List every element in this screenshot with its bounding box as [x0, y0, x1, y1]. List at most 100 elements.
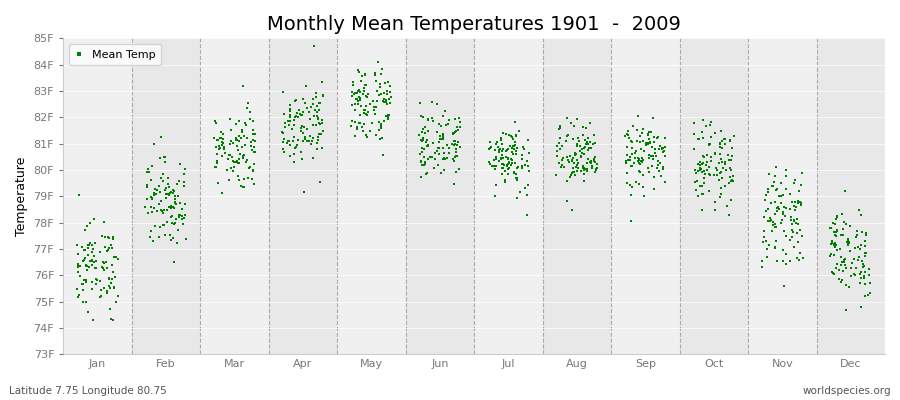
Mean Temp	[579, 125, 593, 132]
Mean Temp	[312, 107, 327, 113]
Mean Temp	[287, 98, 302, 104]
Mean Temp	[224, 138, 238, 144]
Mean Temp	[622, 135, 636, 142]
Mean Temp	[787, 244, 801, 250]
Mean Temp	[766, 222, 780, 228]
Mean Temp	[587, 156, 601, 162]
Mean Temp	[176, 170, 191, 177]
Mean Temp	[693, 183, 707, 190]
Mean Temp	[636, 148, 651, 154]
Mean Temp	[416, 135, 430, 141]
Mean Temp	[500, 154, 514, 160]
Mean Temp	[77, 254, 92, 261]
Mean Temp	[162, 204, 176, 210]
Mean Temp	[450, 124, 464, 130]
Mean Temp	[312, 100, 327, 106]
Mean Temp	[302, 108, 316, 115]
Mean Temp	[295, 123, 310, 129]
Mean Temp	[726, 133, 741, 140]
Mean Temp	[688, 170, 703, 176]
Mean Temp	[87, 265, 102, 271]
Mean Temp	[175, 213, 189, 219]
Mean Temp	[777, 282, 791, 289]
Mean Temp	[776, 258, 790, 264]
Mean Temp	[89, 275, 104, 282]
Mean Temp	[237, 184, 251, 190]
Mean Temp	[248, 131, 262, 137]
Mean Temp	[509, 177, 524, 183]
Mean Temp	[451, 138, 465, 145]
Mean Temp	[436, 136, 450, 142]
Mean Temp	[229, 134, 243, 141]
Mean Temp	[494, 156, 508, 162]
Mean Temp	[292, 106, 306, 113]
Mean Temp	[232, 156, 247, 162]
Mean Temp	[623, 156, 637, 163]
Mean Temp	[372, 92, 386, 98]
Mean Temp	[439, 155, 454, 161]
Mean Temp	[565, 136, 580, 142]
Mean Temp	[76, 286, 90, 293]
Mean Temp	[521, 150, 535, 157]
Mean Temp	[424, 99, 438, 105]
Mean Temp	[350, 96, 365, 102]
Mean Temp	[214, 190, 229, 196]
Mean Temp	[552, 140, 566, 146]
Mean Temp	[286, 159, 301, 166]
Mean Temp	[635, 126, 650, 132]
Mean Temp	[625, 184, 639, 190]
Mean Temp	[770, 205, 785, 211]
Mean Temp	[142, 169, 157, 175]
Mean Temp	[714, 169, 728, 175]
Mean Temp	[774, 180, 788, 186]
Mean Temp	[227, 164, 241, 170]
Mean Temp	[446, 156, 460, 162]
Mean Temp	[95, 259, 110, 266]
Mean Temp	[571, 142, 585, 149]
Mean Temp	[230, 158, 244, 164]
Mean Temp	[657, 135, 671, 141]
Mean Temp	[553, 126, 567, 132]
Mean Temp	[634, 130, 649, 136]
Mean Temp	[412, 132, 427, 138]
Mean Temp	[769, 199, 783, 205]
Mean Temp	[346, 79, 360, 85]
Mean Temp	[509, 175, 524, 182]
Mean Temp	[359, 93, 374, 100]
Mean Temp	[217, 146, 231, 152]
Mean Temp	[521, 163, 535, 169]
Mean Temp	[843, 222, 858, 229]
Mean Temp	[632, 159, 646, 166]
Bar	[680, 38, 748, 354]
Mean Temp	[500, 163, 514, 169]
Mean Temp	[436, 155, 451, 162]
Mean Temp	[690, 178, 705, 184]
Mean Temp	[566, 169, 580, 176]
Mean Temp	[299, 83, 313, 90]
Mean Temp	[497, 162, 511, 168]
Mean Temp	[492, 148, 507, 155]
Mean Temp	[840, 239, 854, 246]
Mean Temp	[231, 160, 246, 166]
Mean Temp	[836, 256, 850, 263]
Mean Temp	[308, 107, 322, 113]
Mean Temp	[630, 154, 644, 161]
Mean Temp	[234, 127, 248, 134]
Mean Temp	[357, 110, 372, 116]
Mean Temp	[638, 140, 652, 146]
Mean Temp	[720, 203, 734, 209]
Mean Temp	[282, 138, 296, 144]
Mean Temp	[75, 281, 89, 287]
Mean Temp	[420, 156, 435, 162]
Mean Temp	[215, 136, 230, 142]
Mean Temp	[311, 137, 326, 144]
Mean Temp	[785, 227, 799, 233]
Mean Temp	[656, 148, 670, 155]
Mean Temp	[86, 259, 101, 265]
Mean Temp	[436, 113, 450, 120]
Mean Temp	[383, 82, 398, 89]
Mean Temp	[501, 155, 516, 162]
Mean Temp	[779, 186, 794, 192]
Mean Temp	[172, 177, 186, 184]
Mean Temp	[703, 141, 717, 148]
